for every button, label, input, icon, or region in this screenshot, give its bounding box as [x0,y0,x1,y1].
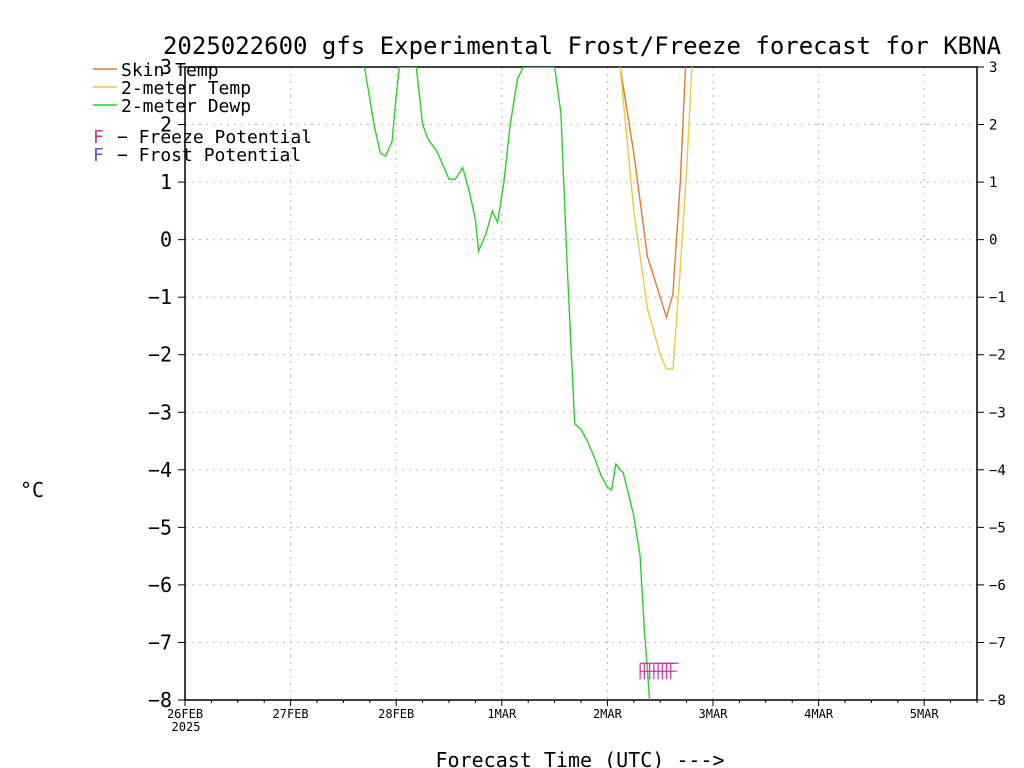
chart-title: 2025022600 gfs Experimental Frost/Freeze… [163,32,1002,60]
x-axis: 26FEB 27FEB 28FEB 1MAR 2MAR 3MAR 4MAR 5MAR [167,700,978,721]
y-axis-right: −8 −7 −6 −5 −4 −3 −2 −1 0 1 2 3 [977,60,1006,709]
y-tick-label-right: −8 [989,693,1006,709]
y-tick-label-right: 1 [989,175,997,191]
x-tick-label: 2MAR [593,707,623,721]
y-tick-label-left: −1 [148,285,172,309]
x-tick-label: 4MAR [804,707,834,721]
y-tick-label-right: 0 [989,233,997,249]
legend-label: 2-meter Dewp [121,96,251,117]
freeze-frost-marks [639,662,679,680]
y-tick-label-right: −6 [989,578,1006,594]
x-tick-label: 3MAR [699,707,729,721]
x-year-label: 2025 [172,720,201,734]
x-axis-label: Forecast Time (UTC) ---> [436,748,725,768]
y-tick-label-left: −2 [148,343,172,367]
y-tick-label-right: 2 [989,118,997,134]
legend-freeze-label: − Freeze Potential [117,127,312,148]
y-tick-label-right: −3 [989,405,1006,421]
series-line-2-meter-dewp [363,67,651,700]
legend-frost-label: − Frost Potential [117,145,301,166]
series-line-2-meter-temp [619,67,693,370]
x-tick-label: 1MAR [487,707,517,721]
y-tick-label-left: −8 [148,688,172,712]
y-tick-label-right: 3 [989,60,997,76]
legend-freeze-letter: F [93,127,104,148]
x-tick-label: 26FEB [167,707,203,721]
y-tick-label-right: −7 [989,635,1006,651]
y-tick-label-left: 2 [160,113,172,137]
y-tick-label-right: −5 [989,520,1006,536]
y-tick-label-left: 0 [160,228,172,252]
series-layer [363,67,693,700]
grid-lines [185,67,977,700]
legend-label: 2-meter Temp [121,78,251,99]
x-tick-label: 5MAR [910,707,940,721]
legend-label: Skin Temp [121,60,219,81]
y-tick-label-right: −1 [989,290,1006,306]
x-tick-label: 28FEB [378,707,414,721]
y-tick-label-left: −3 [148,400,172,424]
y-tick-label-left: 1 [160,170,172,194]
legend-frost-letter: F [93,145,104,166]
y-tick-label-left: −7 [148,630,172,654]
plot-frame [184,66,978,701]
y-tick-label-right: −2 [989,348,1006,364]
y-axis-label-text: °C [20,478,44,502]
series-line-skin-temp [619,67,687,320]
y-tick-label-left: −6 [148,573,172,597]
y-tick-label-left: 3 [160,55,172,79]
y-tick-label-left: −5 [148,515,172,539]
y-axis-label: °C [20,478,44,502]
y-tick-label-left: −4 [148,458,172,482]
x-tick-label: 27FEB [273,707,309,721]
y-axis-left: −8 −7 −6 −5 −4 −3 −2 −1 0 1 2 3 [148,55,185,712]
y-tick-label-right: −4 [989,463,1006,479]
